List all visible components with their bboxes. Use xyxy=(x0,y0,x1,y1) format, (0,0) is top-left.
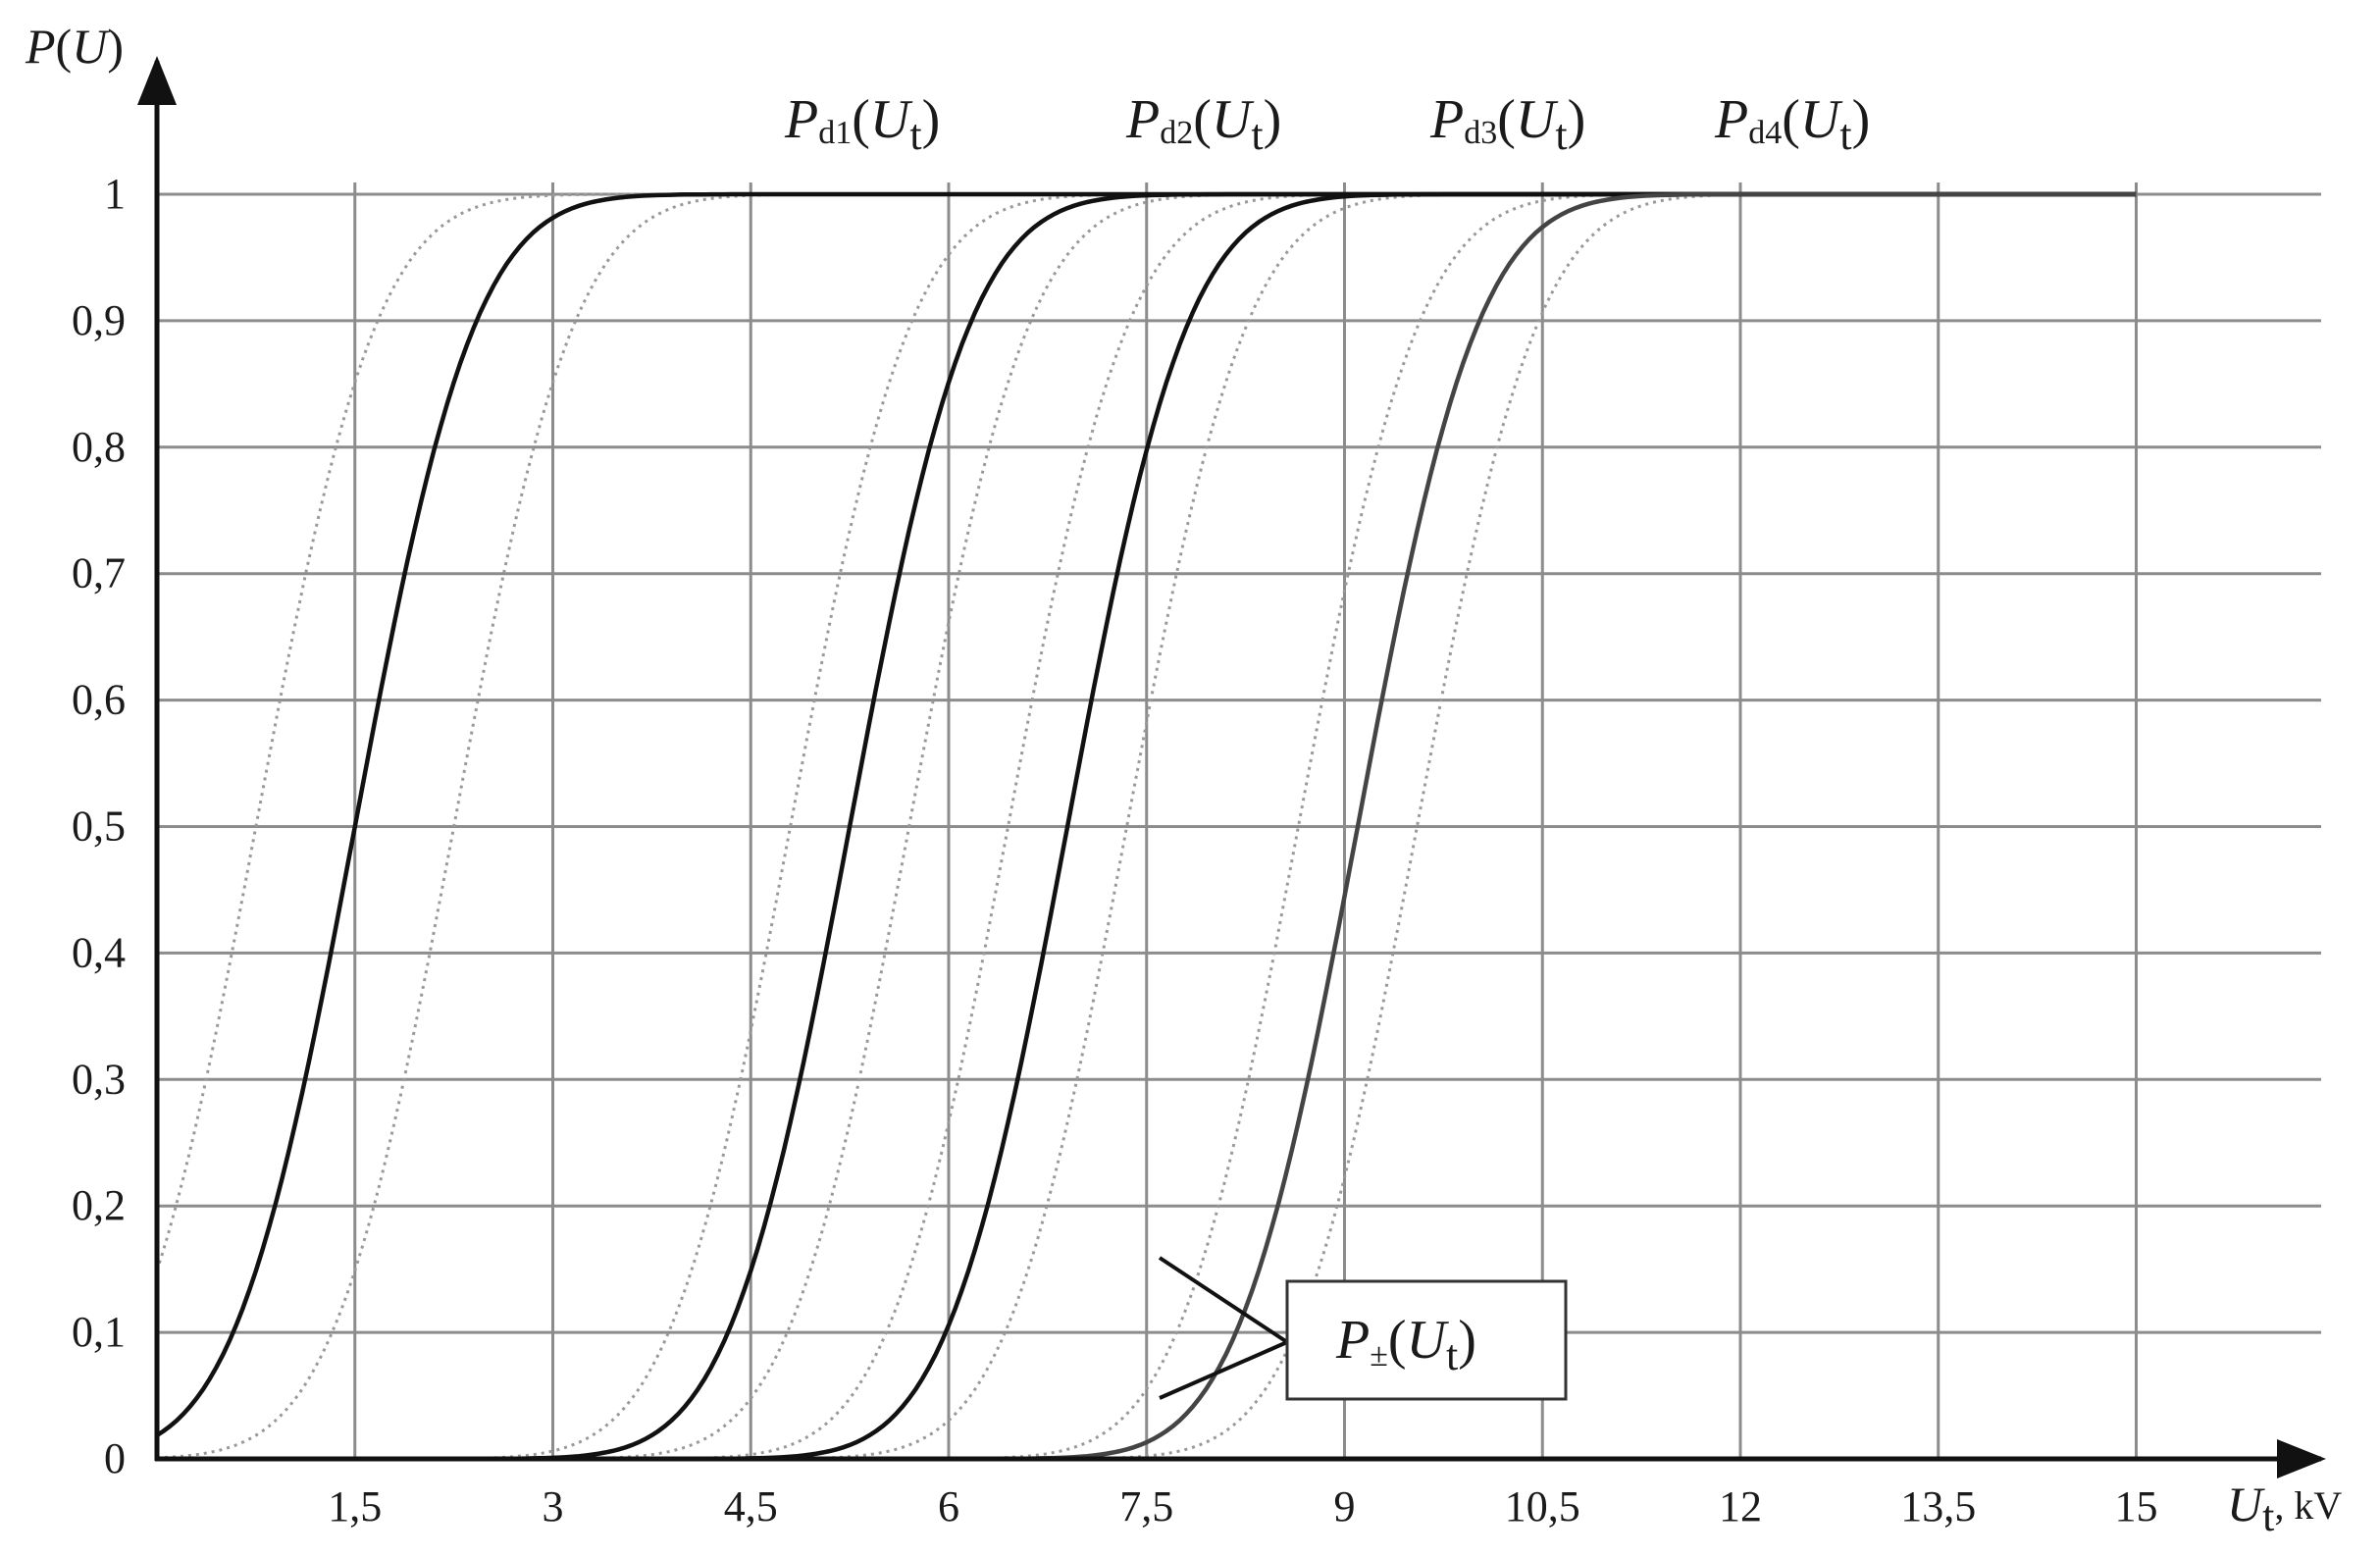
x-tick-label: 13,5 xyxy=(1900,1482,1976,1530)
x-tick-label: 3 xyxy=(543,1482,564,1530)
y-tick-label: 0,7 xyxy=(72,549,126,597)
y-tick-label: 0,8 xyxy=(72,423,126,471)
y-tick-label: 0 xyxy=(104,1434,126,1482)
x-tick-label: 10,5 xyxy=(1505,1482,1580,1530)
x-tick-label: 6 xyxy=(938,1482,959,1530)
label-pd2: Pd2(Ut) xyxy=(1125,89,1281,159)
y-axis-title: P(U) xyxy=(25,19,124,74)
y-tick-label: 0,5 xyxy=(72,803,126,851)
band-callout: P±(Ut) xyxy=(1158,1256,1568,1401)
grid xyxy=(157,182,2321,1459)
x-axis-title: Ut, kV xyxy=(2227,1477,2342,1540)
tick-labels: 0 0,1 0,2 0,3 0,4 0,5 0,6 0,7 0,8 0,9 1 1,5 3 4,5 6 7,5… xyxy=(72,170,2158,1530)
x-tick-label: 9 xyxy=(1334,1482,1356,1530)
x-tick-label: 15 xyxy=(2115,1482,2158,1530)
x-tick-label: 1,5 xyxy=(328,1482,382,1530)
y-tick-label: 0,3 xyxy=(72,1055,126,1103)
band-curve-8 xyxy=(157,192,1741,1461)
callout-leader-upper xyxy=(1158,1256,1289,1344)
label-pd3: Pd3(Ut) xyxy=(1429,89,1585,159)
band-curve-5 xyxy=(157,192,1740,1461)
y-tick-label: 0,4 xyxy=(72,928,126,976)
callout-box xyxy=(1285,1279,1568,1401)
axes xyxy=(137,56,2326,1478)
y-tick-label: 0,2 xyxy=(72,1181,126,1229)
y-tick-label: 0,6 xyxy=(72,676,126,724)
y-tick-label: 0,9 xyxy=(72,296,126,344)
y-tick-label: 1 xyxy=(104,170,126,218)
callout-leader-lower xyxy=(1159,1340,1288,1400)
x-tick-label: 4,5 xyxy=(724,1482,778,1530)
label-pd4: Pd4(Ut) xyxy=(1714,89,1870,159)
label-pd1: Pd1(Ut) xyxy=(784,89,940,159)
y-tick-label: 0,1 xyxy=(72,1308,126,1356)
x-tick-label: 7,5 xyxy=(1119,1482,1173,1530)
x-tick-label: 12 xyxy=(1719,1482,1762,1530)
label-band: P±(Ut) xyxy=(1335,1310,1476,1379)
